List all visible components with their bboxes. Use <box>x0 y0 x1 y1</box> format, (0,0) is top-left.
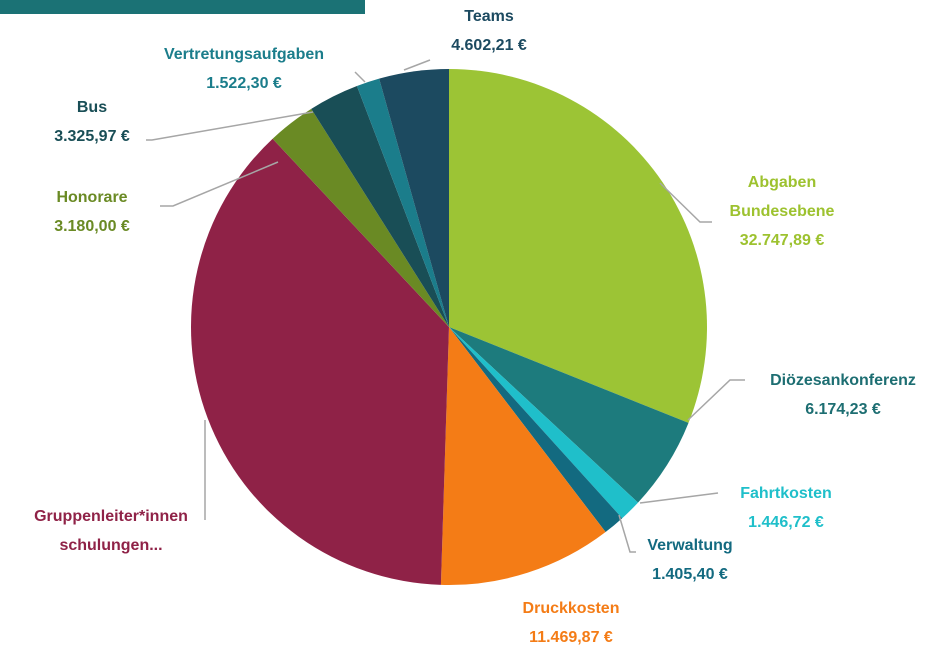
category-label: Abgaben Bundesebene <box>729 174 835 220</box>
value-label: 32.747,89 € <box>739 232 825 249</box>
category-label: Druckkosten <box>522 600 620 617</box>
category-label: Vertretungsaufgaben <box>163 46 325 63</box>
slice-label: Diözesankonferenz 6.174,23 € <box>770 366 916 424</box>
value-label: 4.602,21 € <box>451 37 527 54</box>
leader-line <box>160 161 279 207</box>
slice-label: Verwaltung 1.405,40 € <box>647 531 732 589</box>
leader-line <box>403 59 431 71</box>
category-label: Bus <box>76 99 108 116</box>
slice-label: Vertretungsaufgaben 1.522,30 € <box>164 40 324 98</box>
value-label: 6.174,23 € <box>805 401 881 418</box>
category-label: Fahrtkosten <box>740 485 832 502</box>
value-label: 11.469,87 € <box>529 629 613 646</box>
value-label: 3.325,97 € <box>54 128 130 145</box>
category-label: Verwaltung <box>647 537 733 554</box>
pie-slice <box>190 138 449 585</box>
value-label: 1.446,72 € <box>748 514 824 531</box>
category-label: Gruppenleiter*innen schulungen... <box>34 508 188 554</box>
pie-slice <box>356 78 449 328</box>
pie-slice <box>449 327 639 519</box>
pie-slice <box>311 85 449 327</box>
pie-slice <box>449 327 689 503</box>
slice-label: Druckkosten 11.469,87 € <box>523 594 620 652</box>
value-label: 1.522,30 € <box>206 75 282 92</box>
pie-slice <box>449 69 707 423</box>
pie-slice <box>272 108 449 327</box>
leader-line <box>639 492 719 504</box>
slice-label: Gruppenleiter*innen schulungen... <box>6 502 216 560</box>
slice-label: Abgaben Bundesebene 32.747,89 € <box>707 168 857 255</box>
leader-line <box>354 71 366 83</box>
leader-line <box>659 182 712 223</box>
slice-label: Honorare 3.180,00 € <box>54 183 130 241</box>
category-label: Teams <box>464 8 514 25</box>
pie-slice <box>440 327 606 585</box>
value-label: 1.405,40 € <box>652 566 728 583</box>
header-bar <box>0 0 365 14</box>
leader-line <box>618 514 636 553</box>
leader-line <box>146 111 314 141</box>
pie-slice <box>379 69 449 327</box>
category-label: Honorare <box>56 189 128 206</box>
value-label: 3.180,00 € <box>54 218 130 235</box>
category-label: Diözesankonferenz <box>770 372 916 389</box>
pie-slice <box>449 327 623 533</box>
leader-line <box>687 379 745 421</box>
slice-label: Bus 3.325,97 € <box>54 93 130 151</box>
slice-label: Fahrtkosten 1.446,72 € <box>740 479 832 537</box>
slice-label: Teams 4.602,21 € <box>451 2 527 60</box>
